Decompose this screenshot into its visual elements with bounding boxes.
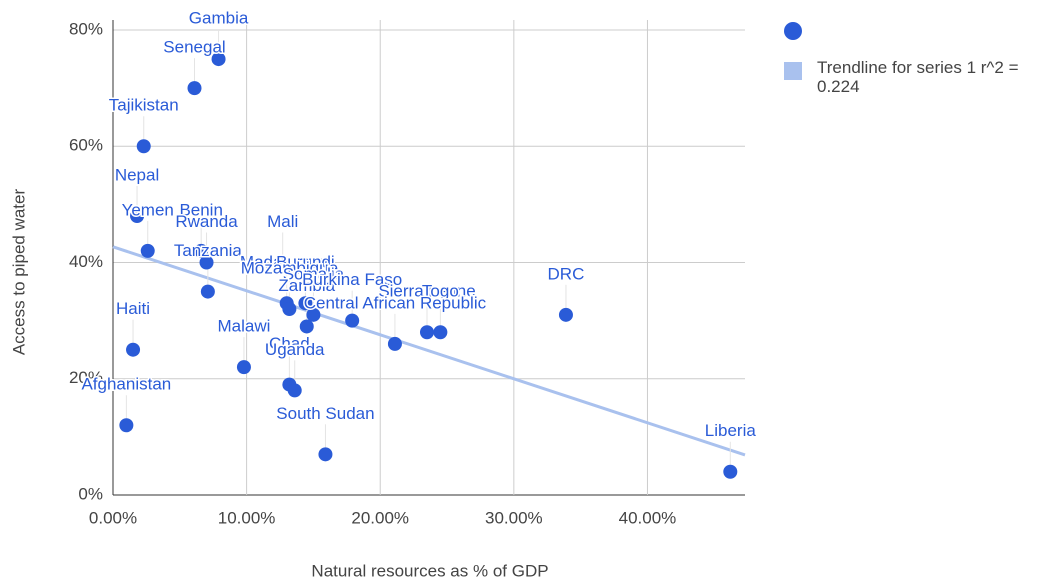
point bbox=[275, 255, 290, 270]
y-tick-label: 0% bbox=[78, 484, 103, 503]
point-label: Benin bbox=[179, 200, 222, 219]
x-tick-label: 20.00% bbox=[351, 508, 409, 527]
point bbox=[306, 307, 321, 322]
point-label: Togo bbox=[422, 282, 459, 301]
point bbox=[287, 383, 302, 398]
point-label: Tajikistan bbox=[109, 96, 179, 115]
point-label: Burkina Faso bbox=[302, 270, 402, 289]
point-label: Mozambique bbox=[241, 258, 338, 277]
point bbox=[298, 296, 313, 311]
point-label: South Sudan bbox=[276, 404, 374, 423]
point-label: Senegal bbox=[163, 38, 225, 57]
point bbox=[558, 307, 573, 322]
point bbox=[345, 313, 360, 328]
point bbox=[723, 464, 738, 479]
point bbox=[282, 302, 297, 316]
point-label: Madagascar bbox=[240, 253, 334, 272]
point-label: Mali bbox=[267, 212, 298, 231]
point bbox=[299, 319, 314, 334]
point-label: Somalia bbox=[283, 264, 345, 283]
point-label: Nepal bbox=[115, 165, 159, 184]
legend-trend-swatch bbox=[784, 62, 802, 80]
point-label: Haiti bbox=[116, 299, 150, 318]
y-axis-title: Access to piped water bbox=[9, 189, 28, 356]
y-tick-label: 60% bbox=[69, 136, 103, 155]
point-label: DRC bbox=[548, 264, 585, 283]
x-axis-title: Natural resources as % of GDP bbox=[311, 561, 548, 580]
point bbox=[433, 325, 448, 340]
point-label: Malawi bbox=[217, 317, 270, 336]
point bbox=[200, 284, 215, 299]
point bbox=[130, 209, 145, 223]
legend-marker bbox=[784, 22, 802, 40]
point-label: Zambia bbox=[278, 276, 335, 295]
point bbox=[387, 336, 402, 351]
x-tick-label: 0.00% bbox=[89, 508, 137, 527]
point-label: Tanzania bbox=[174, 241, 243, 260]
x-tick-label: 10.00% bbox=[218, 508, 276, 527]
point bbox=[419, 325, 434, 340]
point-label: Liberia bbox=[705, 421, 757, 440]
point-label: Central African Republic bbox=[304, 293, 487, 312]
y-tick-label: 20% bbox=[69, 368, 103, 387]
point bbox=[136, 139, 151, 154]
point bbox=[187, 81, 202, 96]
point bbox=[119, 418, 134, 433]
x-tick-label: 40.00% bbox=[619, 508, 677, 527]
point bbox=[140, 243, 155, 258]
point-label: Gambia bbox=[189, 9, 249, 28]
trendline bbox=[112, 245, 746, 457]
point-label: Yemen bbox=[122, 200, 174, 219]
y-tick-label: 80% bbox=[69, 19, 103, 38]
point-label: Sierra Leone bbox=[378, 282, 475, 301]
point bbox=[194, 243, 209, 258]
point bbox=[199, 255, 214, 270]
point-label: Burundi bbox=[276, 253, 335, 272]
legend-label: Trendline for series 1 r^2 = 0.224 bbox=[817, 58, 1019, 96]
point-label: Rwanda bbox=[175, 212, 238, 231]
x-tick-label: 30.00% bbox=[485, 508, 543, 527]
point-label: Chad bbox=[269, 334, 310, 353]
point-label: Afghanistan bbox=[81, 375, 171, 394]
point bbox=[318, 447, 333, 462]
point bbox=[126, 342, 141, 357]
y-tick-label: 40% bbox=[69, 252, 103, 271]
point bbox=[236, 360, 251, 375]
point-label: Uganda bbox=[265, 340, 325, 359]
point bbox=[211, 52, 226, 67]
